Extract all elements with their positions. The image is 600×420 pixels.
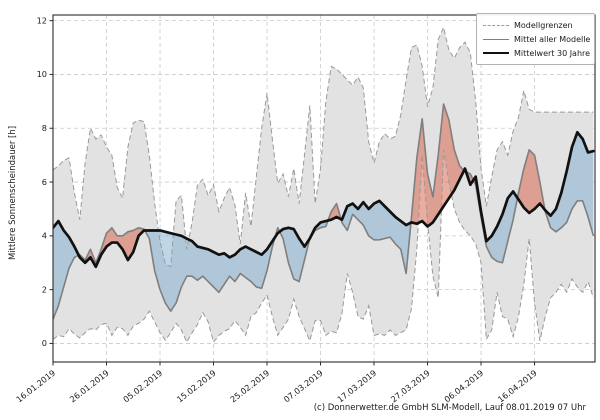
copyright-caption: (c) Donnerwetter.de GmbH SLM-Modell, Lau… <box>313 403 586 413</box>
legend: Modellgrenzen Mittel aller Modelle Mitte… <box>476 13 595 65</box>
legend-label: Mittelwert 30 Jahre <box>514 48 591 58</box>
svg-text:4: 4 <box>42 231 47 241</box>
svg-text:12: 12 <box>37 15 47 25</box>
legend-item-mittel-aller-modelle: Mittel aller Modelle <box>483 32 591 46</box>
legend-item-mittelwert-30-jahre: Mittelwert 30 Jahre <box>483 46 591 60</box>
svg-text:8: 8 <box>42 123 47 133</box>
legend-label: Modellgrenzen <box>514 20 573 30</box>
legend-label: Mittel aller Modelle <box>514 34 591 44</box>
svg-text:6: 6 <box>42 177 47 187</box>
svg-text:10: 10 <box>37 69 47 79</box>
dashed-line-icon <box>483 24 509 26</box>
legend-item-modellgrenzen: Modellgrenzen <box>483 18 588 32</box>
black-line-icon <box>483 52 509 54</box>
y-axis-label: Mittlere Sonnenscheindauer [h] <box>8 125 18 261</box>
svg-text:2: 2 <box>42 284 47 294</box>
svg-text:0: 0 <box>42 338 47 348</box>
gray-line-icon <box>483 38 509 40</box>
